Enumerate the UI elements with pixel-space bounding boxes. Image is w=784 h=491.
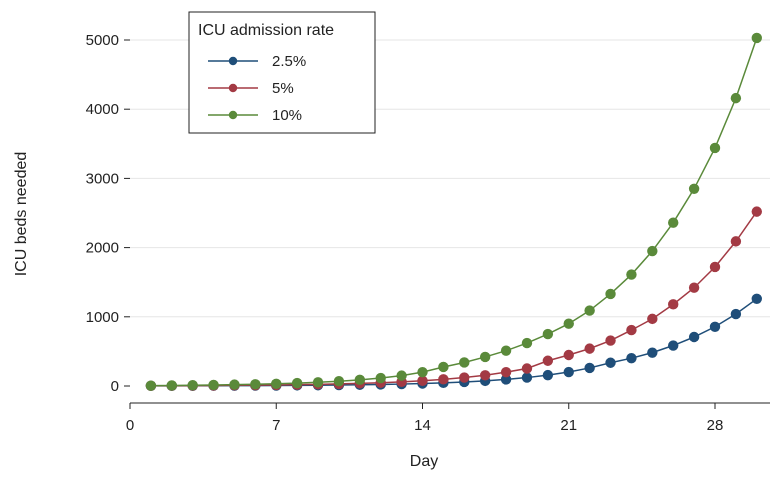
y-tick-label: 3000 <box>86 170 119 187</box>
data-point <box>584 343 595 354</box>
data-point <box>145 380 157 391</box>
data-point <box>563 366 574 378</box>
y-tick-label: 4000 <box>86 101 119 118</box>
data-point <box>417 366 428 378</box>
legend: ICU admission rate 2.5% 5% 10% <box>188 11 376 134</box>
data-point <box>208 379 219 391</box>
series-2.5% <box>145 293 762 392</box>
series-5% <box>145 206 762 391</box>
x-tick-label: 14 <box>414 417 431 434</box>
data-point <box>751 293 762 305</box>
legend-label: 2.5% <box>272 53 306 70</box>
data-point <box>354 374 366 386</box>
data-point <box>479 370 491 381</box>
legend-label: 10% <box>272 107 302 124</box>
data-point <box>542 369 554 381</box>
data-point <box>459 372 470 383</box>
legend-title: ICU admission rate <box>198 22 334 39</box>
data-point <box>584 362 595 374</box>
axes <box>124 39 770 409</box>
data-point <box>605 335 616 346</box>
data-point <box>521 337 533 349</box>
data-point <box>709 261 721 273</box>
legend-marker <box>228 110 238 120</box>
data-point <box>166 380 177 391</box>
data-point <box>626 269 637 280</box>
data-point <box>730 236 742 247</box>
data-point <box>584 305 595 316</box>
legend-label: 5% <box>272 80 294 97</box>
data-point <box>563 349 574 361</box>
data-point <box>709 142 721 154</box>
data-point <box>459 357 470 368</box>
y-axis-title: ICU beds needed <box>13 152 30 277</box>
data-point <box>668 340 679 351</box>
data-point <box>417 375 428 387</box>
data-point <box>271 378 282 389</box>
data-point <box>521 372 533 383</box>
data-point <box>647 347 658 358</box>
x-axis-title: Day <box>410 453 438 470</box>
x-tick-label: 7 <box>272 417 280 434</box>
data-point <box>563 318 574 329</box>
series-group <box>145 32 762 392</box>
data-point <box>229 379 240 390</box>
data-point <box>500 374 512 385</box>
data-point <box>542 355 554 366</box>
x-tick-label: 0 <box>126 417 134 434</box>
legend-marker <box>228 56 238 66</box>
data-point <box>626 352 637 364</box>
data-point <box>688 282 700 293</box>
data-point <box>187 380 198 391</box>
data-point <box>709 321 721 332</box>
data-point <box>479 351 491 363</box>
legend-items: 2.5% 5% 10% <box>208 53 306 124</box>
data-point <box>312 377 324 388</box>
y-tick-label: 0 <box>111 378 119 395</box>
y-tick-label: 1000 <box>86 309 119 326</box>
data-point <box>500 345 512 356</box>
y-tick-label: 5000 <box>86 32 119 49</box>
tick-labels: 0 1000 2000 3000 4000 5000 0 7 14 21 28 <box>86 32 724 434</box>
data-point <box>438 361 449 373</box>
legend-marker <box>228 83 238 93</box>
data-point <box>730 92 742 104</box>
data-point <box>542 328 554 340</box>
x-tick-label: 28 <box>707 417 724 434</box>
data-point <box>521 363 533 374</box>
data-point <box>751 32 762 44</box>
data-point <box>688 331 700 343</box>
x-tick-label: 21 <box>560 417 577 434</box>
data-point <box>250 379 261 390</box>
data-point <box>500 366 512 378</box>
series-line <box>150 298 758 387</box>
data-point <box>375 372 386 384</box>
data-point <box>396 370 407 381</box>
data-point <box>438 374 449 385</box>
data-point <box>605 357 616 368</box>
legend-box <box>188 11 376 134</box>
data-point <box>333 376 345 387</box>
y-tick-label: 2000 <box>86 240 119 257</box>
data-point <box>751 206 762 217</box>
series-line <box>150 211 758 387</box>
data-point <box>605 288 616 300</box>
data-point <box>668 299 679 310</box>
data-point <box>647 313 658 325</box>
data-point <box>730 308 742 320</box>
data-point <box>668 217 679 228</box>
data-point <box>626 324 637 336</box>
series-10% <box>145 32 762 391</box>
data-point <box>688 183 700 194</box>
data-point <box>291 377 303 389</box>
data-point <box>647 245 658 257</box>
